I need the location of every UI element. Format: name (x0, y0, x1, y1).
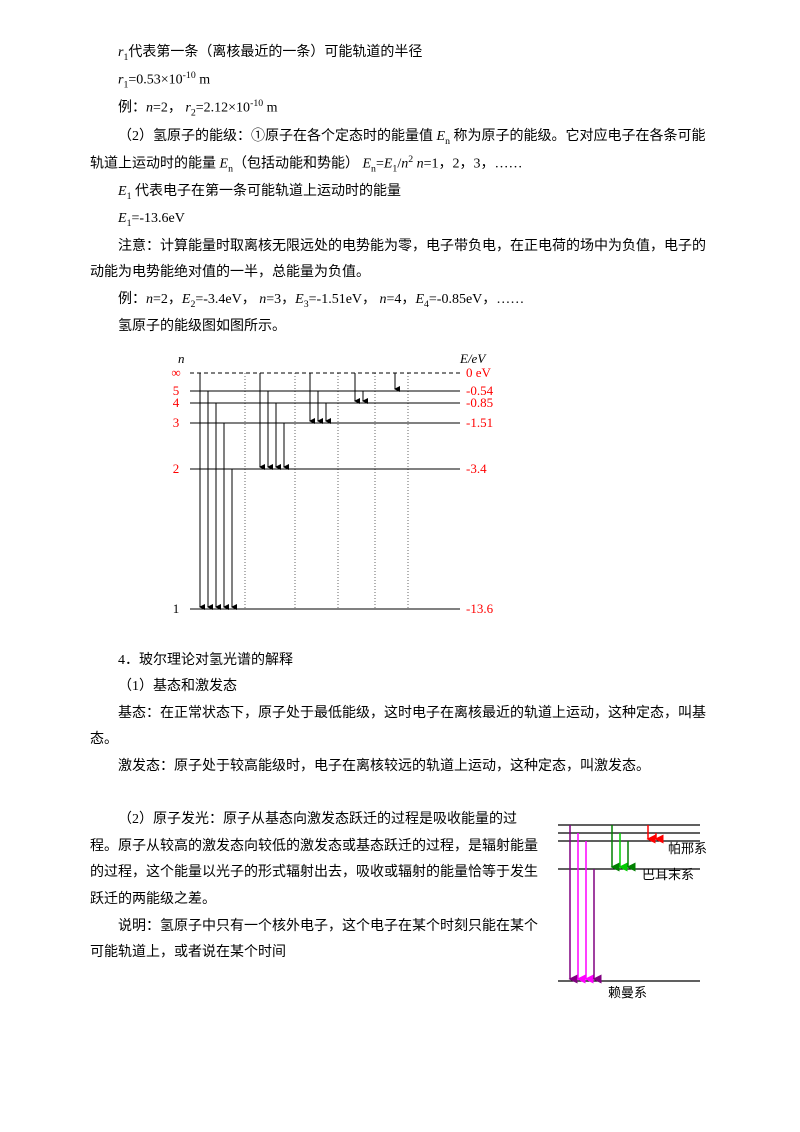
svg-text:-13.6: -13.6 (466, 601, 494, 616)
energy-level-diagram: nE/eV∞0 eV5-0.544-0.853-1.512-3.41-13.6 (160, 349, 710, 640)
svg-text:-1.51: -1.51 (466, 415, 493, 430)
para-excited-state: 激发态：原子处于较高能级时，电子在离核较远的轨道上运动，这种定态，叫激发态。 (90, 754, 710, 781)
svg-text:赖曼系: 赖曼系 (608, 985, 647, 1000)
para-r1-desc: r1代表第一条（离核最近的一条）可能轨道的半径 (90, 40, 710, 67)
svg-text:n: n (178, 351, 185, 366)
svg-text:4: 4 (173, 395, 180, 410)
svg-text:巴耳末系: 巴耳末系 (642, 867, 694, 882)
para-r1-value: r1=0.53×10-10 m (90, 67, 710, 95)
para-e1-value: E1=-13.6eV (90, 206, 710, 233)
series-diagram: 帕邢系巴耳末系赖曼系 (550, 811, 710, 1012)
svg-text:3: 3 (173, 415, 180, 430)
para-note: 注意：计算能量时取离核无限远处的电势能为零，电子带负电，在正电荷的场中为负值，电… (90, 234, 710, 287)
para-energy-levels: （2）氢原子的能级：①原子在各个定态时的能量值 En 称为原子的能级。它对应电子… (90, 124, 710, 179)
svg-text:E/eV: E/eV (459, 351, 487, 366)
svg-text:帕邢系: 帕邢系 (668, 841, 707, 856)
para-example-r2: 例：n=2， r2=2.12×10-10 m (90, 95, 710, 123)
heading-bohr: 4．玻尔理论对氢光谱的解释 (90, 648, 710, 675)
para-example-energies: 例：n=2，E2=-3.4eV， n=3，E3=-1.51eV， n=4，E4=… (90, 287, 710, 314)
svg-text:0 eV: 0 eV (466, 365, 492, 380)
para-ground-state: 基态：在正常状态下，原子处于最低能级，这时电子在离核最近的轨道上运动，这种定态，… (90, 701, 710, 754)
para-e1-desc: E1 代表电子在第一条可能轨道上运动时的能量 (90, 179, 710, 206)
svg-text:1: 1 (173, 601, 180, 616)
svg-text:∞: ∞ (171, 365, 180, 380)
svg-text:-0.85: -0.85 (466, 395, 493, 410)
svg-text:2: 2 (173, 461, 180, 476)
svg-text:-3.4: -3.4 (466, 461, 487, 476)
para-diagram-intro: 氢原子的能级图如图所示。 (90, 314, 710, 341)
subheading-states: （1）基态和激发态 (90, 674, 710, 701)
